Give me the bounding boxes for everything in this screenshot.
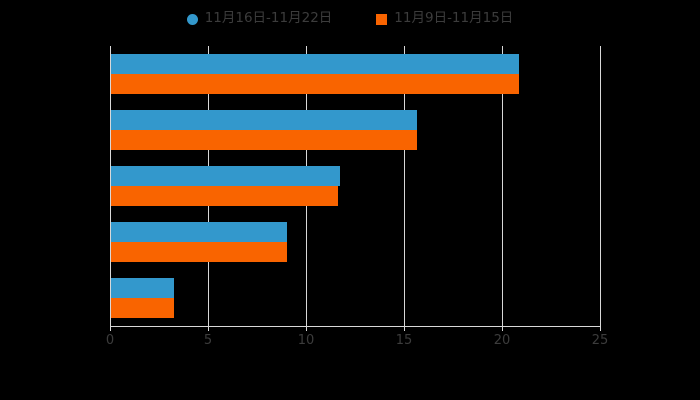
chart-legend: 11月16日-11月22日 11月9日-11月15日 xyxy=(0,8,700,30)
gridline-25 xyxy=(600,46,601,326)
legend-label-1: 11月9日-11月15日 xyxy=(394,10,514,27)
x-tick-label-20: 20 xyxy=(493,333,511,348)
tick-mark-0 xyxy=(110,326,111,331)
gridline-20 xyxy=(502,46,503,326)
bar-2-0[interactable] xyxy=(111,166,341,186)
square-marker-icon xyxy=(376,13,388,25)
legend-entry-0[interactable]: 11月16日-11月22日 xyxy=(186,10,333,27)
tick-mark-5 xyxy=(208,326,209,331)
circle-marker-icon xyxy=(186,13,198,25)
bar-0-0[interactable] xyxy=(111,54,519,74)
tick-mark-25 xyxy=(600,326,601,331)
tick-mark-10 xyxy=(306,326,307,331)
bar-1-1[interactable] xyxy=(111,130,417,150)
bar-4-0[interactable] xyxy=(111,278,174,298)
x-tick-label-25: 25 xyxy=(591,333,609,348)
x-axis-line xyxy=(110,326,601,327)
y-axis-line xyxy=(110,46,111,326)
bar-3-1[interactable] xyxy=(111,242,288,262)
x-tick-label-10: 10 xyxy=(297,333,315,348)
legend-entry-1[interactable]: 11月9日-11月15日 xyxy=(376,12,513,26)
bar-4-1[interactable] xyxy=(111,298,174,318)
x-tick-label-0: 0 xyxy=(105,333,115,348)
bar-2-1[interactable] xyxy=(111,186,339,206)
x-tick-label-5: 5 xyxy=(203,333,213,348)
gridline-15 xyxy=(404,46,405,326)
tick-mark-15 xyxy=(404,326,405,331)
x-tick-label-15: 15 xyxy=(395,333,413,348)
tick-mark-20 xyxy=(502,326,503,331)
legend-label-0: 11月16日-11月22日 xyxy=(204,10,333,27)
bar-3-0[interactable] xyxy=(111,222,288,242)
bar-1-0[interactable] xyxy=(111,110,417,130)
bar-0-1[interactable] xyxy=(111,74,519,94)
